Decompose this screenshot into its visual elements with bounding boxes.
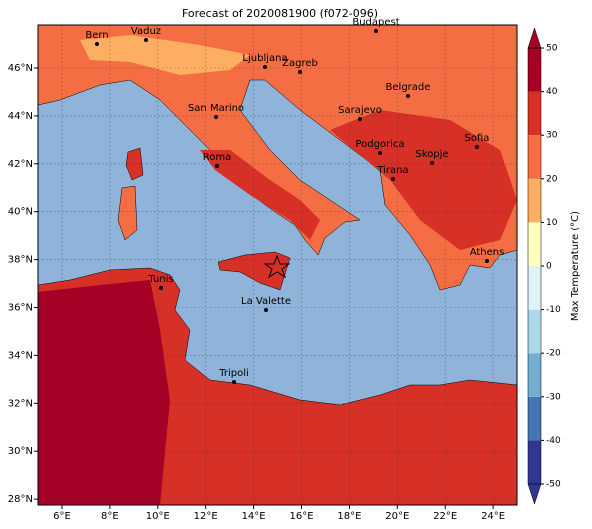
city-label: Sarajevo: [338, 105, 382, 116]
lat-tick-label: 38°N: [8, 255, 33, 266]
lon-tick-label: 22°E: [433, 511, 457, 522]
colorbar-band: [528, 353, 541, 397]
city-label: Tripoli: [218, 368, 249, 379]
city-dot: [215, 164, 219, 168]
city-label: Podgorica: [355, 139, 404, 150]
colorbar-band: [528, 309, 541, 354]
colorbar-band: [528, 396, 541, 441]
city-label: Roma: [203, 152, 232, 163]
city-dot: [232, 380, 236, 384]
lon-tick-label: 24°E: [481, 511, 505, 522]
colorbar-tick-label: 30: [546, 131, 558, 141]
colorbar-band: [528, 440, 541, 484]
colorbar-band: [528, 48, 541, 92]
colorbar-band: [528, 135, 541, 179]
city-dot: [485, 259, 489, 263]
city-label: Skopje: [415, 149, 448, 160]
colorbar-band: [528, 178, 541, 223]
city-dot: [475, 145, 479, 149]
city-label: Athens: [470, 247, 505, 258]
map: [37, 24, 518, 506]
lat-tick-label: 44°N: [8, 111, 33, 122]
map-title: Forecast of 2020081900 (f072-096): [182, 7, 378, 20]
europe: [37, 24, 518, 291]
city-label: San Marino: [188, 103, 244, 114]
city-label: Sofia: [465, 133, 490, 144]
lon-tick-label: 12°E: [194, 511, 218, 522]
lat-tick-label: 40°N: [8, 207, 33, 218]
lon-tick-label: 20°E: [385, 511, 409, 522]
city-dot: [391, 177, 395, 181]
colorbar-tick-label: -50: [546, 480, 561, 490]
lat-tick-label: 42°N: [8, 159, 33, 170]
colorbar-arrow-bottom: [527, 483, 542, 505]
colorbar-label: Max Temperature (°C): [570, 211, 581, 321]
colorbar-band: [528, 91, 541, 136]
city-dot: [159, 286, 163, 290]
lat-tick-label: 34°N: [8, 350, 33, 361]
alps-zone: [80, 35, 250, 75]
city-dot: [298, 70, 302, 74]
colorbar-band: [528, 222, 541, 266]
colorbar-tick-label: -30: [546, 392, 561, 402]
lat-tick-label: 32°N: [8, 398, 33, 409]
colorbar-tick-label: 20: [546, 174, 558, 184]
sardinia: [117, 185, 138, 241]
lat-tick-label: 30°N: [8, 446, 33, 457]
lat-tick-label: 36°N: [8, 303, 33, 314]
city-dot: [406, 94, 410, 98]
city-label: Zagreb: [282, 58, 318, 69]
city-label: Vaduz: [131, 26, 161, 37]
city-dot: [374, 29, 378, 33]
city-label: Belgrade: [386, 82, 431, 93]
lat-tick-label: 46°N: [8, 63, 33, 74]
lat-tick-label: 28°N: [8, 494, 33, 505]
colorbar-tick-label: 0: [546, 262, 552, 272]
colorbar-tick-label: 50: [546, 44, 558, 54]
map-frame: [37, 24, 518, 506]
city-label: Tunis: [147, 274, 173, 285]
lon-tick-label: 18°E: [337, 511, 361, 522]
colorbar-tick-label: 40: [546, 87, 558, 97]
city-dot: [95, 42, 99, 46]
city-dot: [430, 161, 434, 165]
city-dot: [144, 38, 148, 42]
lon-tick-label: 16°E: [289, 511, 313, 522]
africa-hot: [38, 280, 170, 505]
city-dot: [214, 115, 218, 119]
italy-warm: [200, 150, 320, 240]
sicily: [217, 251, 291, 291]
city-label: Bern: [85, 30, 108, 41]
lon-tick-label: 8°E: [101, 511, 119, 522]
lon-tick-label: 14°E: [242, 511, 266, 522]
city-dot: [263, 65, 267, 69]
balkan-warm: [330, 110, 517, 250]
colorbar-arrow-top: [527, 27, 542, 49]
colorbar-tick-label: 10: [546, 218, 558, 228]
city-label: Ljubljana: [242, 53, 287, 64]
lon-tick-label: 10°E: [146, 511, 170, 522]
city-dot: [358, 117, 362, 121]
city-label: Budapest: [352, 17, 399, 28]
city-dot: [264, 308, 268, 312]
city-label: La Valette: [241, 296, 291, 307]
colorbar-tick-label: -10: [546, 305, 561, 315]
lon-tick-label: 6°E: [53, 511, 71, 522]
star-marker: [263, 254, 291, 279]
city-dot: [378, 151, 382, 155]
colorbar-tick-label: -20: [546, 349, 561, 359]
city-label: Tirana: [376, 165, 408, 176]
colorbar-band: [528, 266, 541, 310]
colorbar-tick-label: -40: [546, 436, 561, 446]
